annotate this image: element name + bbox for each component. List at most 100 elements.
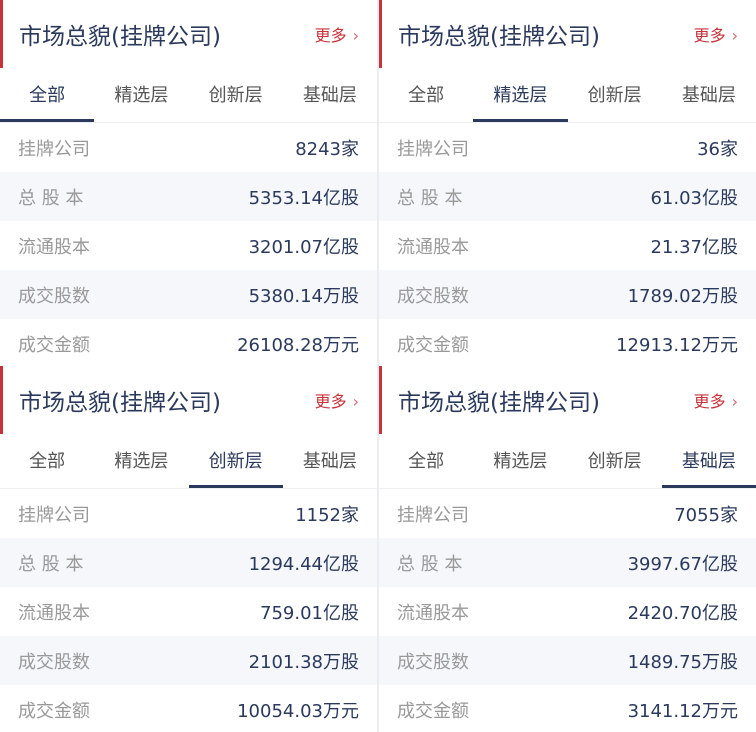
stat-row: 成交金额 26108.28万元 <box>0 319 377 366</box>
chevron-right-icon: › <box>731 392 738 411</box>
stat-value: 8243家 <box>295 138 359 160</box>
tab-all[interactable]: 全部 <box>29 450 66 472</box>
stat-row: 流通股本 2420.70亿股 <box>379 587 756 636</box>
panel-title: 市场总貌(挂牌公司) <box>19 390 221 416</box>
stat-value: 1152家 <box>295 504 359 526</box>
stat-value: 5380.14万股 <box>248 285 359 307</box>
more-label: 更多 <box>314 392 347 411</box>
stat-label: 成交金额 <box>18 334 90 356</box>
stat-row: 成交金额 10054.03万元 <box>0 685 377 732</box>
tab-select[interactable]: 精选层 <box>473 68 568 122</box>
stat-value: 759.01亿股 <box>260 602 359 624</box>
stat-value: 12913.12万元 <box>616 334 738 356</box>
more-link[interactable]: 更多 › <box>315 22 359 46</box>
stat-value: 61.03亿股 <box>650 187 738 209</box>
stat-row: 挂牌公司 8243家 <box>0 123 377 172</box>
stat-row: 总 股 本 1294.44亿股 <box>0 538 377 587</box>
tier-tabs: 全部 精选层 创新层 基础层 <box>379 434 756 489</box>
tab-base[interactable]: 基础层 <box>681 84 736 106</box>
stat-value: 1789.02万股 <box>627 285 738 307</box>
stat-value: 7055家 <box>674 504 738 526</box>
tab-select[interactable]: 精选层 <box>114 450 169 472</box>
stat-label: 成交金额 <box>397 334 469 356</box>
stat-row: 挂牌公司 7055家 <box>379 489 756 538</box>
chevron-right-icon: › <box>352 26 359 45</box>
stat-row: 流通股本 3201.07亿股 <box>0 221 377 270</box>
panel-header: 市场总貌(挂牌公司) 更多 › <box>0 366 377 434</box>
stat-row: 总 股 本 3997.67亿股 <box>379 538 756 587</box>
stat-row: 成交金额 3141.12万元 <box>379 685 756 732</box>
tier-tabs: 全部 精选层 创新层 基础层 <box>0 434 377 489</box>
tab-innovation[interactable]: 创新层 <box>587 84 642 106</box>
stat-label: 成交股数 <box>18 651 90 673</box>
stat-row: 成交股数 1789.02万股 <box>379 270 756 319</box>
market-overview-panel: 市场总貌(挂牌公司) 更多 › 全部 精选层 创新层 基础层挂牌公司 8243家总 股 本 53… <box>0 0 377 366</box>
tab-innovation[interactable]: 创新层 <box>587 450 642 472</box>
tab-select[interactable]: 精选层 <box>493 450 548 472</box>
stat-row: 成交股数 2101.38万股 <box>0 636 377 685</box>
stat-value: 3997.67亿股 <box>627 553 738 575</box>
stat-label: 挂牌公司 <box>18 504 90 526</box>
stat-label: 挂牌公司 <box>18 138 90 160</box>
stat-label: 挂牌公司 <box>397 138 469 160</box>
stat-row: 总 股 本 61.03亿股 <box>379 172 756 221</box>
panel-title: 市场总貌(挂牌公司) <box>19 24 221 50</box>
stats-table: 挂牌公司 1152家总 股 本 1294.44亿股流通股本 759.01亿股成交股数 2… <box>0 489 377 732</box>
tier-tabs: 全部 精选层 创新层 基础层 <box>0 68 377 123</box>
market-overview-panel: 市场总貌(挂牌公司) 更多 › 全部 精选层 创新层 基础层挂牌公司 1152家总 股 本 12… <box>0 366 377 732</box>
tab-all[interactable]: 全部 <box>408 450 445 472</box>
stat-value: 2101.38万股 <box>248 651 359 673</box>
stat-label: 总 股 本 <box>18 553 84 575</box>
tab-all[interactable]: 全部 <box>408 84 445 106</box>
stat-label: 成交股数 <box>397 651 469 673</box>
stat-label: 总 股 本 <box>397 187 463 209</box>
stat-value: 3141.12万元 <box>627 700 738 722</box>
stat-label: 成交金额 <box>397 700 469 722</box>
tab-base[interactable]: 基础层 <box>302 450 357 472</box>
stat-label: 流通股本 <box>397 236 469 258</box>
stat-label: 总 股 本 <box>397 553 463 575</box>
stat-label: 成交股数 <box>18 285 90 307</box>
chevron-right-icon: › <box>731 26 738 45</box>
stat-label: 成交金额 <box>18 700 90 722</box>
panel-header: 市场总貌(挂牌公司) 更多 › <box>379 0 756 68</box>
more-label: 更多 <box>314 26 347 45</box>
tab-innovation[interactable]: 创新层 <box>188 434 283 488</box>
stat-row: 挂牌公司 1152家 <box>0 489 377 538</box>
stat-row: 总 股 本 5353.14亿股 <box>0 172 377 221</box>
stat-label: 流通股本 <box>18 602 90 624</box>
tab-all[interactable]: 全部 <box>0 68 95 122</box>
stat-row: 成交股数 5380.14万股 <box>0 270 377 319</box>
stats-table: 挂牌公司 8243家总 股 本 5353.14亿股流通股本 3201.07亿股成交股数… <box>0 123 377 366</box>
stat-value: 1489.75万股 <box>627 651 738 673</box>
tab-base[interactable]: 基础层 <box>661 434 756 488</box>
panel-title: 市场总貌(挂牌公司) <box>398 24 600 50</box>
stat-value: 5353.14亿股 <box>248 187 359 209</box>
more-link[interactable]: 更多 › <box>315 388 359 412</box>
stat-label: 挂牌公司 <box>397 504 469 526</box>
more-link[interactable]: 更多 › <box>694 22 738 46</box>
tab-select[interactable]: 精选层 <box>114 84 169 106</box>
panel-header: 市场总貌(挂牌公司) 更多 › <box>0 0 377 68</box>
stat-label: 成交股数 <box>397 285 469 307</box>
more-label: 更多 <box>693 26 726 45</box>
stat-value: 3201.07亿股 <box>248 236 359 258</box>
more-label: 更多 <box>693 392 726 411</box>
stat-value: 1294.44亿股 <box>248 553 359 575</box>
stat-label: 流通股本 <box>18 236 90 258</box>
stat-row: 流通股本 21.37亿股 <box>379 221 756 270</box>
stat-row: 流通股本 759.01亿股 <box>0 587 377 636</box>
chevron-right-icon: › <box>352 392 359 411</box>
stat-value: 36家 <box>697 138 738 160</box>
market-overview-panel: 市场总貌(挂牌公司) 更多 › 全部 精选层 创新层 基础层挂牌公司 7055家总 股 本 39… <box>379 366 756 732</box>
more-link[interactable]: 更多 › <box>694 388 738 412</box>
tab-base[interactable]: 基础层 <box>302 84 357 106</box>
market-overview-panel: 市场总貌(挂牌公司) 更多 › 全部 精选层 创新层 基础层挂牌公司 36家总 股 本 61.0… <box>379 0 756 366</box>
stat-value: 26108.28万元 <box>237 334 359 356</box>
stat-row: 成交股数 1489.75万股 <box>379 636 756 685</box>
panel-header: 市场总貌(挂牌公司) 更多 › <box>379 366 756 434</box>
panel-title: 市场总貌(挂牌公司) <box>398 390 600 416</box>
stat-value: 21.37亿股 <box>650 236 738 258</box>
tab-innovation[interactable]: 创新层 <box>208 84 263 106</box>
